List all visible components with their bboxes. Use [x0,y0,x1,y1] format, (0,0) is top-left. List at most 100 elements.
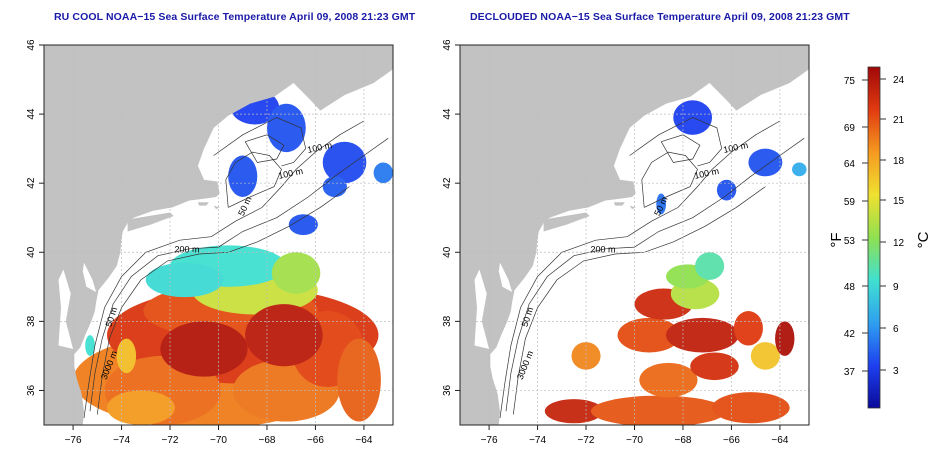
fahrenheit-label: °F [828,232,845,247]
sst-patch [107,390,175,425]
x-tick-label: −72 [578,435,595,446]
y-tick-label: 40 [26,246,37,258]
bathymetry-contour [96,186,350,415]
x-tick-label: −76 [65,435,82,446]
bathymetry-contour [629,117,723,167]
land-mass [44,45,393,425]
sst-patch [792,162,807,177]
y-tick-label: 46 [26,40,37,51]
y-tick-label: 38 [442,315,453,327]
sst-patch [373,162,393,184]
sst-patch [228,155,258,197]
sst-patch [666,317,739,353]
x-tick-label: −66 [307,435,324,446]
x-tick-label: −68 [674,435,691,446]
x-tick-label: −74 [113,435,130,446]
colorbar-gradient [867,66,881,409]
island [213,205,220,210]
sst-patch [639,362,698,398]
colorbar-fahrenheit-tick: 69 [844,123,856,134]
colorbar-celsius-tick: 18 [893,156,905,167]
x-tick-label: −66 [723,435,740,446]
bathymetry-contour [213,117,307,167]
x-tick-label: −72 [162,435,179,446]
sst-patch [748,148,783,177]
sst-patch [271,252,321,294]
bathymetry-contour [83,120,365,419]
x-tick-label: −70 [626,435,643,446]
y-tick-label: 40 [442,246,453,258]
y-tick-label: 36 [26,384,37,396]
colorbar-fahrenheit-tick: 59 [844,197,856,208]
sst-patch [716,179,737,201]
sst-patch [145,262,224,298]
x-tick-label: −64 [355,435,372,446]
x-tick-label: −70 [210,435,227,446]
y-tick-label: 42 [442,177,453,189]
x-tick-label: −76 [481,435,498,446]
y-tick-label: 44 [26,108,37,120]
sst-patch [775,321,795,356]
land-mass [460,45,809,425]
bathymetry-contour [225,151,282,208]
sst-patch [322,141,367,184]
sst-patch [322,176,347,197]
temperature-colorbar: 75 69 64 59 53 48 42 37 24 21 18 15 12 9 6 3 °F °C [828,66,932,409]
sst-patch [590,395,727,425]
colorbar-fahrenheit-tick: 64 [844,159,856,170]
y-tick-label: 42 [26,177,37,189]
sst-patch [712,392,790,424]
island [629,205,636,210]
colorbar-celsius-tick: 24 [893,75,905,86]
sst-patch [160,321,248,377]
sst-patch [690,352,739,381]
y-tick-label: 46 [442,40,453,51]
celsius-label: °C [915,231,932,248]
bay [474,269,490,349]
contour-label: 200 m [590,244,615,254]
x-tick-label: −64 [771,435,788,446]
sst-patch [85,335,95,356]
bathymetry-contour [505,138,805,412]
x-tick-label: −74 [529,435,546,446]
bathymetry-contour [660,134,701,163]
right-panel-title: DECLOUDED NOAA−15 Sea Surface Temperatur… [470,11,850,23]
sst-field [53,89,393,425]
sst-patch [337,338,381,422]
colorbar-celsius-tick: 15 [893,196,905,207]
colorbar-fahrenheit-tick: 53 [844,236,856,247]
y-tick-label: 36 [442,384,453,396]
sst-patch [656,193,667,215]
sst-patch [695,252,725,280]
long-island [127,212,174,232]
colorbar-fahrenheit-tick: 37 [844,367,856,378]
y-tick-label: 38 [26,315,37,327]
bathymetry-contour [641,151,698,208]
colorbar-celsius-tick: 12 [893,238,905,249]
bay [82,262,97,292]
sst-patch [617,317,681,353]
colorbar-fahrenheit-tick: 75 [844,76,856,87]
bathymetry-contour [244,134,285,163]
colorbar-celsius-tick: 6 [893,324,899,335]
sst-patch [116,338,137,374]
colorbar-celsius-tick: 3 [893,366,899,377]
bathymetry-contour [512,186,766,415]
island [613,202,625,206]
bathymetry-contour [89,138,389,412]
sst-patch [571,342,601,370]
sst-patch [266,103,306,153]
long-island [543,212,590,232]
colorbar-celsius-tick: 21 [893,115,905,126]
colorbar-fahrenheit-tick: 48 [844,282,856,293]
colorbar-fahrenheit-tick: 42 [844,329,856,340]
sst-patch [544,399,603,424]
bathymetry-contour [499,120,781,419]
island [197,202,209,206]
sst-patch [245,304,323,367]
sst-patch [733,311,763,346]
